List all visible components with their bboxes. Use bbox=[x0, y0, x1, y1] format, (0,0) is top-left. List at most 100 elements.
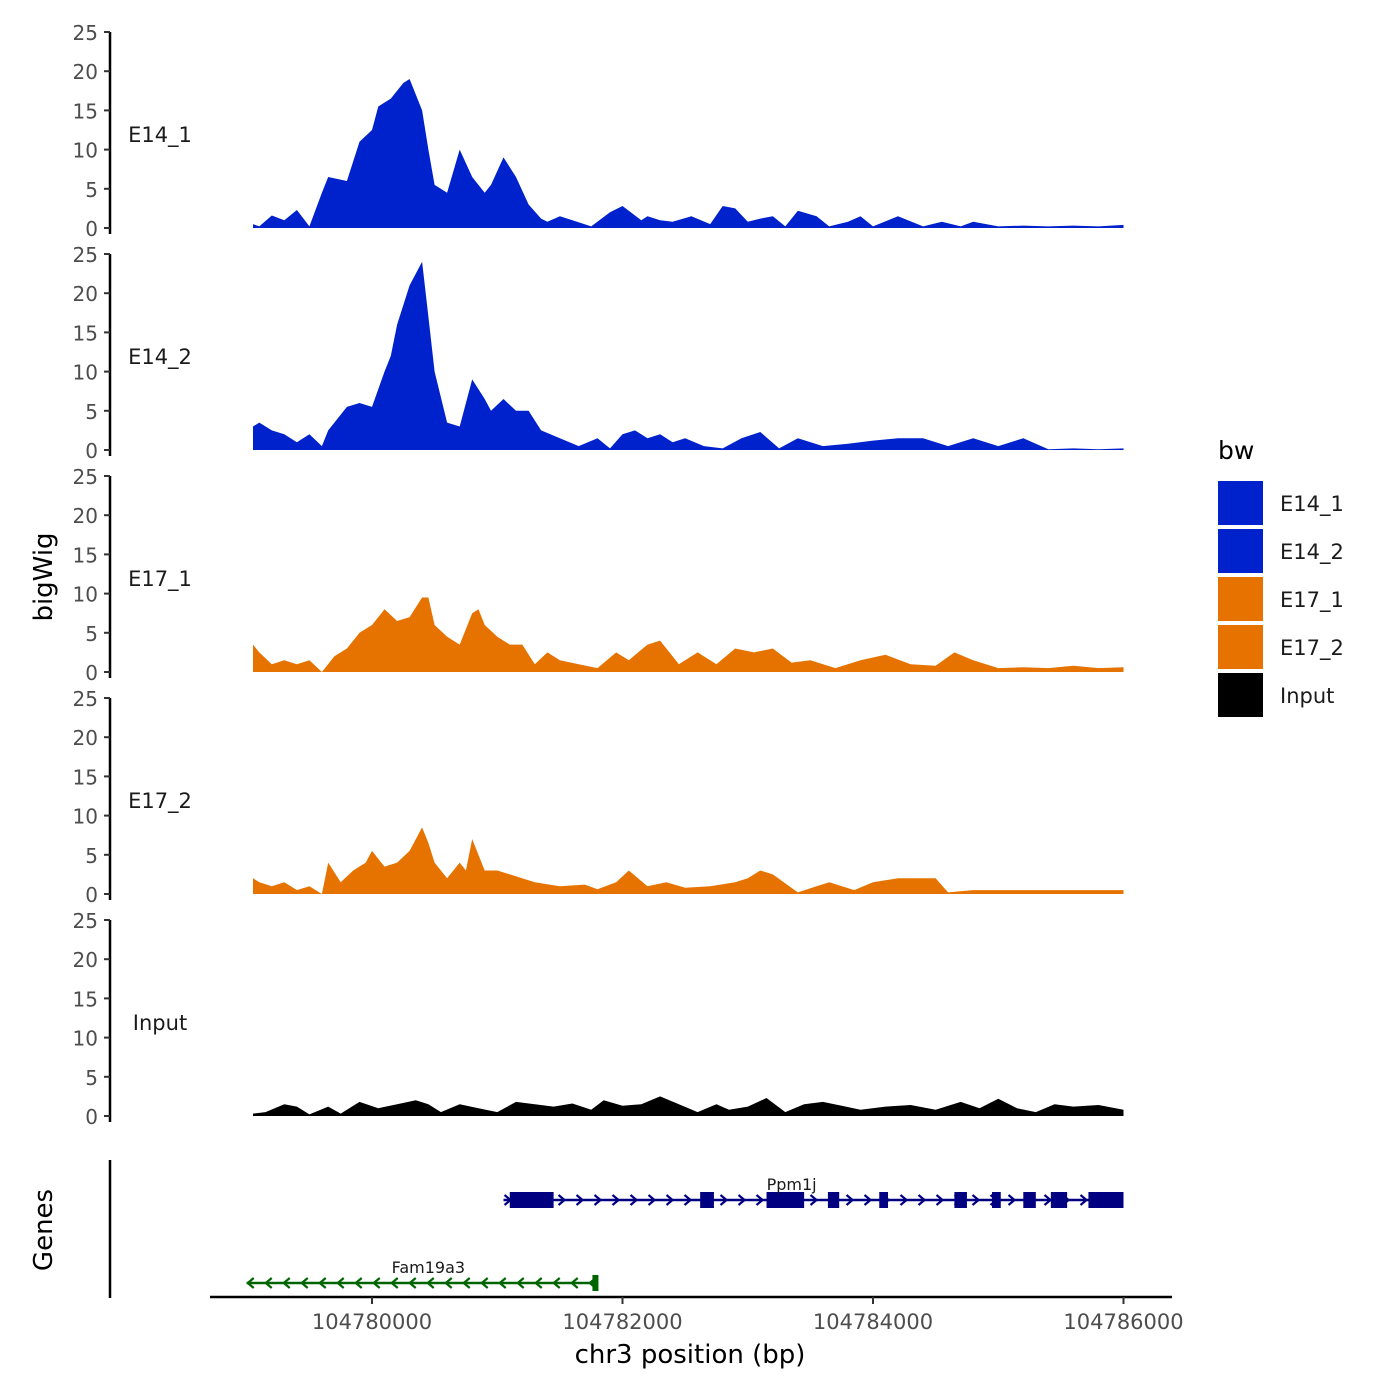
y-tick-label: 25 bbox=[73, 687, 98, 711]
strand-chevron bbox=[755, 1194, 765, 1206]
strand-chevron bbox=[1007, 1194, 1017, 1206]
strand-chevron bbox=[611, 1194, 621, 1206]
gene-exon bbox=[1088, 1192, 1124, 1208]
x-tick-label: 104782000 bbox=[562, 1310, 682, 1334]
strand-chevron bbox=[372, 1277, 381, 1289]
strand-chevron bbox=[426, 1277, 435, 1289]
x-axis-label: chr3 position (bp) bbox=[575, 1340, 806, 1370]
track-E17_1: 0 5 10 15 20 25 E17_1 bbox=[73, 465, 1124, 685]
track-E14_1: 0 5 10 15 20 25 E14_1 bbox=[73, 21, 1124, 241]
y-tick-label: 20 bbox=[73, 282, 98, 306]
y-tick-label: 0 bbox=[85, 1105, 98, 1129]
y-tick-label: 0 bbox=[85, 217, 98, 241]
track-label: E14_2 bbox=[128, 345, 192, 370]
strand-chevron bbox=[647, 1194, 657, 1206]
y-tick-label: 10 bbox=[73, 805, 98, 829]
strand-chevron bbox=[917, 1194, 927, 1206]
strand-chevron bbox=[318, 1277, 327, 1289]
strand-chevron bbox=[480, 1277, 489, 1289]
legend-label: E14_1 bbox=[1280, 492, 1344, 517]
strand-chevron bbox=[665, 1194, 675, 1206]
gene-label: Fam19a3 bbox=[392, 1258, 465, 1277]
y-tick-label: 25 bbox=[73, 21, 98, 45]
legend-swatch bbox=[1218, 625, 1263, 669]
strand-chevron bbox=[300, 1277, 309, 1289]
track-E14_2: 0 5 10 15 20 25 E14_2 bbox=[73, 243, 1124, 463]
strand-chevron bbox=[246, 1277, 255, 1289]
track-label: Input bbox=[133, 1011, 187, 1035]
legend: bw E14_1 E14_2 E17_1 E17_2 Input bbox=[1218, 436, 1344, 717]
track-label: E14_1 bbox=[128, 123, 192, 148]
gene-exon bbox=[509, 1192, 554, 1208]
x-tick-label: 104784000 bbox=[813, 1310, 933, 1334]
coverage-area-E17_1 bbox=[253, 597, 1124, 672]
x-tick-label: 104786000 bbox=[1063, 1310, 1183, 1334]
legend-item-E17_1: E17_1 bbox=[1218, 577, 1344, 621]
strand-chevron bbox=[935, 1194, 945, 1206]
y-tick-label: 5 bbox=[85, 622, 98, 646]
gene-exon bbox=[592, 1275, 599, 1291]
legend-item-Input: Input bbox=[1218, 673, 1334, 717]
coverage-area-Input bbox=[253, 1096, 1124, 1116]
legend-label: E14_2 bbox=[1280, 540, 1344, 565]
legend-label: Input bbox=[1280, 684, 1334, 708]
gene-exon bbox=[827, 1192, 840, 1208]
strand-chevron bbox=[809, 1194, 819, 1206]
strand-chevron bbox=[557, 1194, 567, 1206]
y-tick-label: 0 bbox=[85, 439, 98, 463]
coverage-area-E17_2 bbox=[253, 827, 1124, 894]
y-tick-label: 5 bbox=[85, 178, 98, 202]
strand-chevron bbox=[1043, 1194, 1053, 1206]
y-tick-label: 25 bbox=[73, 465, 98, 489]
strand-chevron bbox=[863, 1194, 873, 1206]
y-tick-label: 15 bbox=[73, 765, 98, 789]
legend-swatch bbox=[1218, 673, 1263, 717]
strand-chevron bbox=[683, 1194, 693, 1206]
y-tick-label: 0 bbox=[85, 883, 98, 907]
x-axis: 104780000 104782000 104784000 104786000 bbox=[210, 1295, 1184, 1334]
gene-exon bbox=[766, 1192, 805, 1208]
strand-chevron bbox=[575, 1194, 585, 1206]
strand-chevron bbox=[462, 1277, 471, 1289]
y-tick-label: 15 bbox=[73, 987, 98, 1011]
strand-chevron bbox=[899, 1194, 909, 1206]
track-E17_2: 0 5 10 15 20 25 E17_2 bbox=[73, 687, 1124, 907]
gene-exon bbox=[954, 1192, 967, 1208]
y-tick-label: 20 bbox=[73, 948, 98, 972]
strand-chevron bbox=[282, 1277, 291, 1289]
gene-exon bbox=[1050, 1192, 1068, 1208]
coverage-area-E14_2 bbox=[253, 261, 1124, 450]
legend-item-E14_1: E14_1 bbox=[1218, 481, 1344, 525]
strand-chevron bbox=[552, 1277, 561, 1289]
gene-panel: Ppm1j Fam19a3 bbox=[108, 1160, 1124, 1298]
y-tick-label: 20 bbox=[73, 504, 98, 528]
strand-chevron bbox=[336, 1277, 345, 1289]
strand-chevron bbox=[516, 1277, 525, 1289]
y-tick-label: 25 bbox=[73, 909, 98, 933]
strand-chevron bbox=[629, 1194, 639, 1206]
strand-chevron bbox=[408, 1277, 417, 1289]
strand-chevron bbox=[444, 1277, 453, 1289]
strand-chevron bbox=[971, 1194, 981, 1206]
strand-chevron bbox=[354, 1277, 363, 1289]
legend-label: E17_1 bbox=[1280, 588, 1344, 613]
track-Input: 0 5 10 15 20 25 Input bbox=[73, 909, 1124, 1129]
y-tick-label: 10 bbox=[73, 139, 98, 163]
strand-chevron bbox=[498, 1277, 507, 1289]
strand-chevron bbox=[570, 1277, 579, 1289]
y-tick-label: 10 bbox=[73, 1027, 98, 1051]
legend-item-E14_2: E14_2 bbox=[1218, 529, 1344, 573]
y-tick-label: 10 bbox=[73, 361, 98, 385]
strand-chevron bbox=[845, 1194, 855, 1206]
legend-title: bw bbox=[1218, 436, 1254, 465]
gene-exon bbox=[879, 1192, 889, 1208]
y-tick-label: 10 bbox=[73, 583, 98, 607]
strand-chevron bbox=[390, 1277, 399, 1289]
y-axis-label: bigWig bbox=[29, 532, 59, 621]
legend-swatch bbox=[1218, 577, 1263, 621]
strand-chevron bbox=[737, 1194, 747, 1206]
gene-Fam19a3: Fam19a3 bbox=[246, 1258, 599, 1291]
gene-Ppm1j: Ppm1j bbox=[503, 1175, 1124, 1208]
y-tick-label: 0 bbox=[85, 661, 98, 685]
